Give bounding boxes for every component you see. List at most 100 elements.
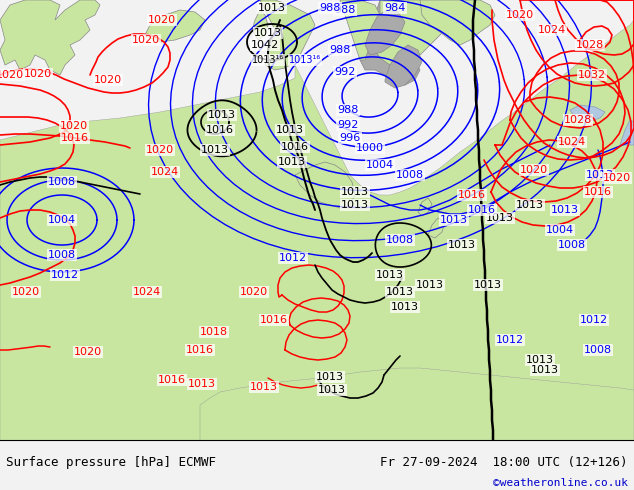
Text: 1013: 1013 — [254, 28, 282, 38]
Text: 1018: 1018 — [200, 327, 228, 337]
Text: 1020: 1020 — [603, 173, 631, 183]
Text: 1020: 1020 — [74, 347, 102, 357]
Text: 1013: 1013 — [448, 240, 476, 250]
Polygon shape — [420, 0, 495, 45]
Text: 1013: 1013 — [516, 200, 544, 210]
Text: 1028: 1028 — [564, 115, 592, 125]
Text: 1016: 1016 — [186, 345, 214, 355]
Polygon shape — [620, 120, 634, 145]
Text: 1013: 1013 — [201, 145, 229, 155]
Text: 1008: 1008 — [386, 235, 414, 245]
Text: 1008: 1008 — [584, 345, 612, 355]
Text: Surface pressure [hPa] ECMWF: Surface pressure [hPa] ECMWF — [6, 456, 216, 469]
Text: 1004: 1004 — [546, 225, 574, 235]
Text: 992: 992 — [334, 67, 356, 77]
Polygon shape — [340, 0, 380, 60]
Text: 1020: 1020 — [520, 165, 548, 175]
Text: 1032: 1032 — [578, 70, 606, 80]
Text: 1013: 1013 — [531, 365, 559, 375]
Text: 1020: 1020 — [132, 35, 160, 45]
Polygon shape — [428, 218, 445, 238]
Text: 1024: 1024 — [151, 167, 179, 177]
Text: 1013: 1013 — [416, 280, 444, 290]
Text: 1013: 1013 — [188, 379, 216, 389]
Text: 1013: 1013 — [250, 382, 278, 392]
Text: 996: 996 — [339, 133, 361, 143]
Text: 1013¹⁶: 1013¹⁶ — [289, 55, 321, 65]
Polygon shape — [200, 368, 634, 440]
Text: 1020: 1020 — [240, 287, 268, 297]
Polygon shape — [295, 162, 355, 208]
Text: Fr 27-09-2024  18:00 UTC (12+126): Fr 27-09-2024 18:00 UTC (12+126) — [380, 456, 628, 469]
Text: 988: 988 — [320, 3, 340, 13]
Text: 1013: 1013 — [526, 355, 554, 365]
Text: 1016: 1016 — [61, 133, 89, 143]
Text: 988: 988 — [329, 45, 351, 55]
Text: 1008: 1008 — [48, 177, 76, 187]
Text: 1013: 1013 — [391, 302, 419, 312]
Text: 1016: 1016 — [158, 375, 186, 385]
Text: 1020: 1020 — [0, 70, 24, 80]
Polygon shape — [365, 10, 405, 55]
Text: 1013: 1013 — [341, 200, 369, 210]
Text: 1016: 1016 — [260, 315, 288, 325]
Text: 1013: 1013 — [278, 157, 306, 167]
Text: 1013¹⁶: 1013¹⁶ — [252, 55, 284, 65]
Text: 1008: 1008 — [558, 240, 586, 250]
Polygon shape — [0, 0, 100, 75]
Polygon shape — [145, 10, 205, 42]
Text: 1024: 1024 — [133, 287, 161, 297]
Text: 1013: 1013 — [341, 187, 369, 197]
Text: 1020: 1020 — [94, 75, 122, 85]
Polygon shape — [0, 20, 634, 440]
Text: 1013: 1013 — [586, 170, 614, 180]
Text: 992: 992 — [337, 120, 359, 130]
Polygon shape — [260, 0, 315, 70]
Text: 1004: 1004 — [366, 160, 394, 170]
Text: 1004: 1004 — [48, 215, 76, 225]
Text: 1020: 1020 — [12, 287, 40, 297]
Text: 1000: 1000 — [356, 143, 384, 153]
Text: 1013: 1013 — [258, 3, 286, 13]
Text: 1024: 1024 — [558, 137, 586, 147]
Polygon shape — [418, 198, 432, 216]
Text: 1028: 1028 — [576, 40, 604, 50]
Text: 1008: 1008 — [48, 250, 76, 260]
Text: 1020: 1020 — [148, 15, 176, 25]
Text: 1013: 1013 — [486, 213, 514, 223]
Text: 1016: 1016 — [468, 205, 496, 215]
Text: 988: 988 — [334, 5, 356, 15]
Text: ©weatheronline.co.uk: ©weatheronline.co.uk — [493, 477, 628, 488]
Text: 1020: 1020 — [146, 145, 174, 155]
Text: 1012: 1012 — [496, 335, 524, 345]
Polygon shape — [252, 10, 268, 40]
Polygon shape — [385, 45, 422, 88]
Text: 1013: 1013 — [316, 372, 344, 382]
Text: 1016: 1016 — [206, 125, 234, 135]
Text: 1012: 1012 — [51, 270, 79, 280]
Text: 1013: 1013 — [551, 205, 579, 215]
Text: 1013: 1013 — [276, 125, 304, 135]
Text: 1042: 1042 — [251, 40, 279, 50]
Text: 1020: 1020 — [506, 10, 534, 20]
Text: 1012: 1012 — [580, 315, 608, 325]
Polygon shape — [570, 105, 605, 122]
Text: 1016: 1016 — [584, 187, 612, 197]
Text: 984: 984 — [384, 3, 406, 13]
Polygon shape — [375, 0, 455, 68]
Text: 1013: 1013 — [440, 215, 468, 225]
Text: 988: 988 — [337, 105, 359, 115]
Text: 1020: 1020 — [60, 121, 88, 131]
Text: 1016: 1016 — [281, 142, 309, 152]
Text: 1016: 1016 — [458, 190, 486, 200]
Text: 1013: 1013 — [386, 287, 414, 297]
Text: 1013: 1013 — [208, 110, 236, 120]
Text: 1008: 1008 — [396, 170, 424, 180]
Text: 1013: 1013 — [474, 280, 502, 290]
Text: 1013: 1013 — [376, 270, 404, 280]
Polygon shape — [360, 0, 425, 85]
Text: 1012: 1012 — [279, 253, 307, 263]
Text: 1024: 1024 — [538, 25, 566, 35]
Text: 1013: 1013 — [318, 385, 346, 395]
Text: 1020: 1020 — [24, 69, 52, 79]
